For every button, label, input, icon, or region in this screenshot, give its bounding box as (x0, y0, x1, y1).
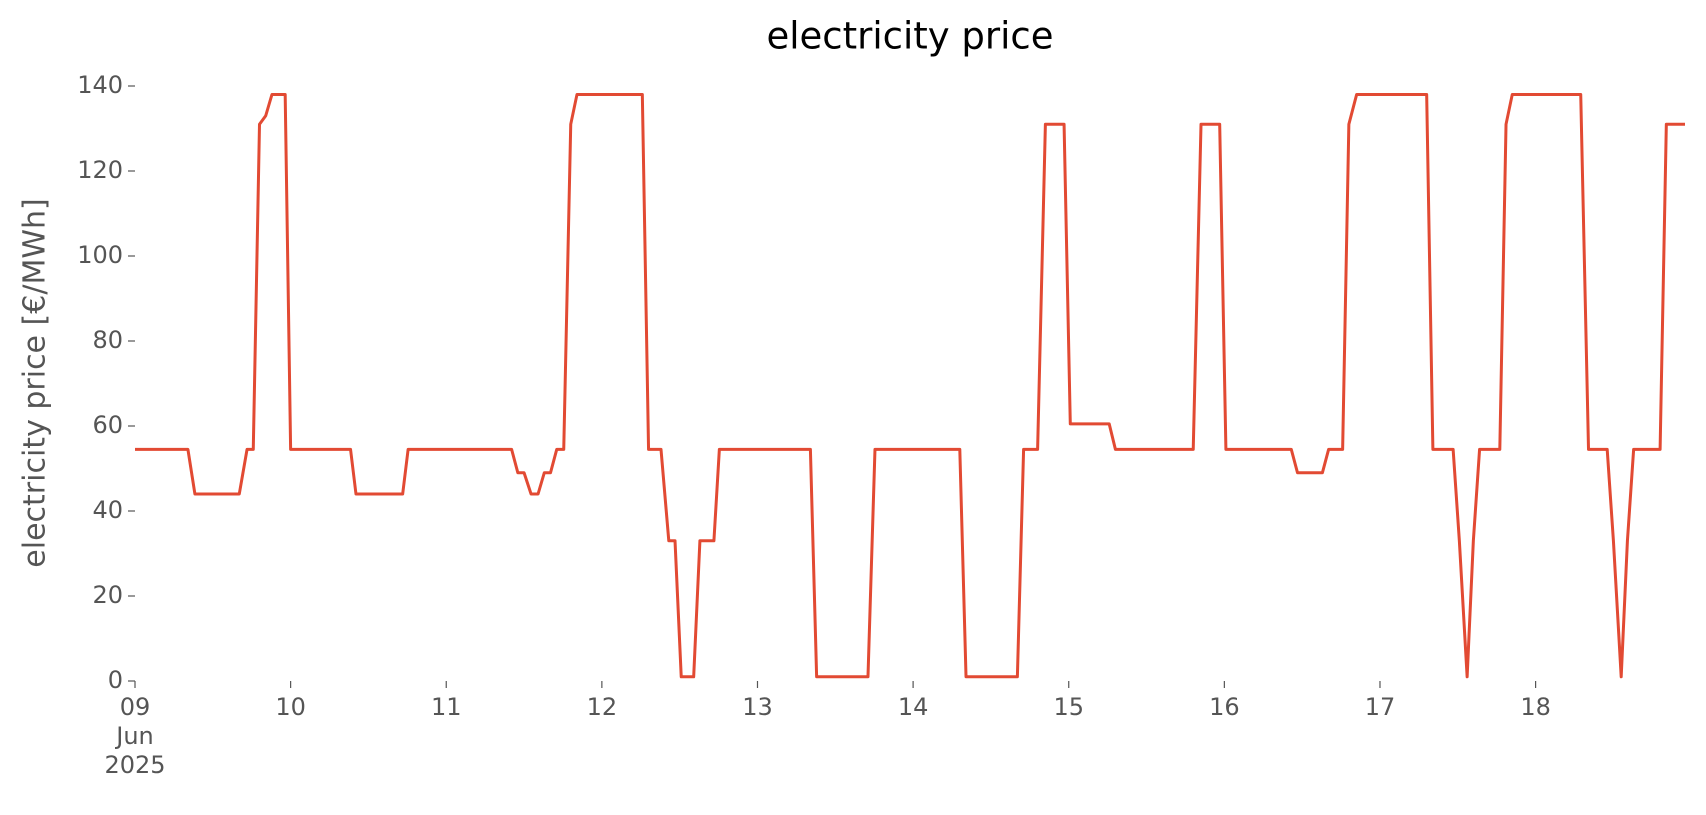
chart-title: electricity price (766, 15, 1053, 58)
y-tick-label: 80 (92, 326, 123, 354)
x-tick-label: 12 (586, 693, 618, 721)
y-tick-label: 20 (92, 581, 123, 609)
y-axis-label: electricity price [€/MWh] (18, 198, 53, 567)
y-tick-label: 120 (77, 156, 123, 184)
x-tick-label: 14 (897, 693, 929, 721)
x-tick-label: 13 (742, 693, 773, 721)
x-tick-label: 09 Jun 2025 (104, 693, 166, 779)
x-tick-label: 16 (1209, 693, 1240, 721)
x-tick-label: 10 (275, 693, 306, 721)
y-tick-label: 60 (92, 411, 123, 439)
price-line (135, 93, 1685, 679)
y-tick-label: 140 (77, 71, 123, 99)
y-tick-label: 100 (77, 241, 123, 269)
x-tick-label: 17 (1364, 693, 1396, 721)
x-tick-label: 11 (430, 693, 462, 721)
x-tick-label: 18 (1520, 693, 1551, 721)
y-tick-label: 40 (92, 496, 123, 524)
x-tick-label: 15 (1053, 693, 1085, 721)
y-tick-label: 0 (108, 666, 123, 694)
